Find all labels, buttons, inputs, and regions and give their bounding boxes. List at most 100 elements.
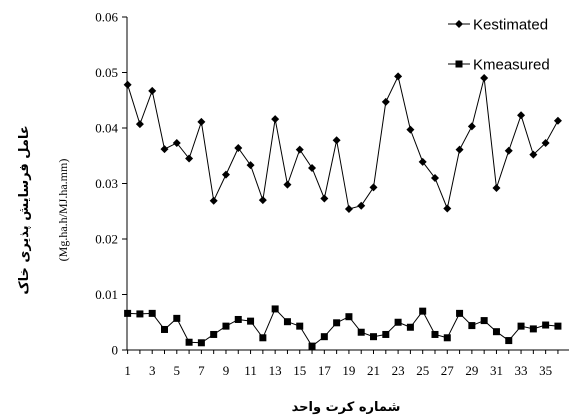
legend-marker xyxy=(455,60,463,68)
data-point-kestimated xyxy=(221,170,230,179)
data-point-kmeasured xyxy=(419,307,427,315)
data-point-kestimated xyxy=(172,138,181,147)
x-tick-label: 7 xyxy=(198,363,205,378)
data-point-kmeasured xyxy=(222,322,230,330)
data-point-kmeasured xyxy=(357,328,365,336)
data-point-kmeasured xyxy=(542,321,550,329)
data-point-kestimated xyxy=(234,143,243,152)
x-tick-label: 17 xyxy=(318,363,332,378)
data-point-kestimated xyxy=(148,86,157,95)
data-point-kmeasured xyxy=(443,334,451,342)
y-tick-label: 0 xyxy=(112,343,119,358)
x-tick-label: 3 xyxy=(149,363,156,378)
data-point-kestimated xyxy=(553,116,562,125)
data-point-kmeasured xyxy=(234,315,242,323)
y-tick-label: 0.01 xyxy=(95,287,118,302)
data-point-kmeasured xyxy=(271,305,279,313)
legend-label: Kestimated xyxy=(473,17,548,34)
data-point-kestimated xyxy=(480,74,489,83)
x-tick-label: 31 xyxy=(490,363,503,378)
y-axis-title: عامل فرسایش پذیری خاک xyxy=(17,125,32,294)
data-point-kestimated xyxy=(406,125,415,134)
data-point-kestimated xyxy=(381,97,390,106)
x-tick-label: 33 xyxy=(515,363,528,378)
data-point-kmeasured xyxy=(197,339,205,347)
data-point-kmeasured xyxy=(394,318,402,326)
y-axis-unit: (Mg.ha.h/MJ.ha.mm) xyxy=(56,159,70,262)
data-point-kestimated xyxy=(517,111,526,120)
data-point-kestimated xyxy=(283,180,292,189)
data-point-kmeasured xyxy=(320,333,328,341)
data-point-kestimated xyxy=(197,117,206,126)
legend-marker xyxy=(455,20,463,28)
y-tick-label: 0.02 xyxy=(95,232,118,247)
x-tick-label: 35 xyxy=(539,363,552,378)
data-point-kmeasured xyxy=(370,333,378,341)
data-point-kestimated xyxy=(258,196,267,205)
data-point-kestimated xyxy=(369,183,378,192)
data-point-kmeasured xyxy=(554,322,562,330)
data-point-kmeasured xyxy=(259,334,267,342)
legend: Kestimated Kmeasured xyxy=(448,17,550,74)
x-tick-label: 25 xyxy=(416,363,429,378)
data-point-kmeasured xyxy=(283,318,291,326)
data-point-kestimated xyxy=(246,161,255,170)
series-kmeasured xyxy=(124,305,562,350)
legend-item-kestimated: Kestimated xyxy=(448,17,548,34)
data-point-kestimated xyxy=(209,196,218,205)
x-tick-label: 11 xyxy=(244,363,257,378)
data-point-kmeasured xyxy=(148,309,156,317)
data-point-kestimated xyxy=(529,150,538,159)
data-point-kestimated xyxy=(135,120,144,129)
data-point-kestimated xyxy=(344,205,353,214)
data-point-kmeasured xyxy=(480,317,488,325)
data-point-kmeasured xyxy=(456,309,464,317)
x-tick-label: 13 xyxy=(269,363,282,378)
data-point-kmeasured xyxy=(173,314,181,322)
data-point-kestimated xyxy=(394,72,403,81)
x-tick-label: 29 xyxy=(465,363,478,378)
y-tick-label: 0.03 xyxy=(95,176,118,191)
series-line-kestimated xyxy=(127,74,559,211)
data-point-kmeasured xyxy=(406,323,414,331)
data-point-kmeasured xyxy=(505,337,513,345)
data-point-kmeasured xyxy=(124,309,132,317)
x-tick-label: 27 xyxy=(441,363,455,378)
x-tick-label: 21 xyxy=(367,363,380,378)
data-point-kestimated xyxy=(492,183,501,192)
y-axis: 0 0.01 0.02 0.03 0.04 0.05 0.06 xyxy=(95,10,128,358)
data-point-kmeasured xyxy=(160,325,168,333)
data-point-kmeasured xyxy=(296,322,304,330)
data-point-kmeasured xyxy=(431,330,439,338)
data-point-kestimated xyxy=(320,194,329,203)
data-point-kmeasured xyxy=(333,319,341,327)
data-point-kestimated xyxy=(541,138,550,147)
data-point-kmeasured xyxy=(517,322,525,330)
data-point-kmeasured xyxy=(136,310,144,318)
series-layer xyxy=(123,72,562,350)
data-point-kestimated xyxy=(357,201,366,210)
data-point-kestimated xyxy=(455,145,464,154)
x-axis-title: شماره کرت واحد xyxy=(292,400,401,415)
data-point-kmeasured xyxy=(529,325,537,333)
x-tick-label: 23 xyxy=(392,363,405,378)
x-tick-label: 5 xyxy=(174,363,181,378)
y-tick-label: 0.05 xyxy=(95,65,118,80)
data-point-kestimated xyxy=(308,163,317,172)
data-point-kestimated xyxy=(332,136,341,145)
data-point-kestimated xyxy=(123,80,132,89)
data-point-kestimated xyxy=(504,146,513,155)
data-point-kmeasured xyxy=(492,328,500,336)
x-axis: 1 3 5 7 9 11 13 15 17 19 21 23 25 27 29 31 33 35 xyxy=(124,349,569,378)
y-tick-label: 0.06 xyxy=(95,10,118,25)
y-tick-label: 0.04 xyxy=(95,121,118,136)
data-point-kmeasured xyxy=(308,342,316,350)
data-point-kestimated xyxy=(443,204,452,213)
legend-item-kmeasured: Kmeasured xyxy=(448,57,550,74)
data-point-kmeasured xyxy=(210,330,218,338)
data-point-kestimated xyxy=(430,173,439,182)
data-point-kmeasured xyxy=(468,322,476,330)
data-point-kestimated xyxy=(418,157,427,166)
x-tick-label: 9 xyxy=(223,363,230,378)
